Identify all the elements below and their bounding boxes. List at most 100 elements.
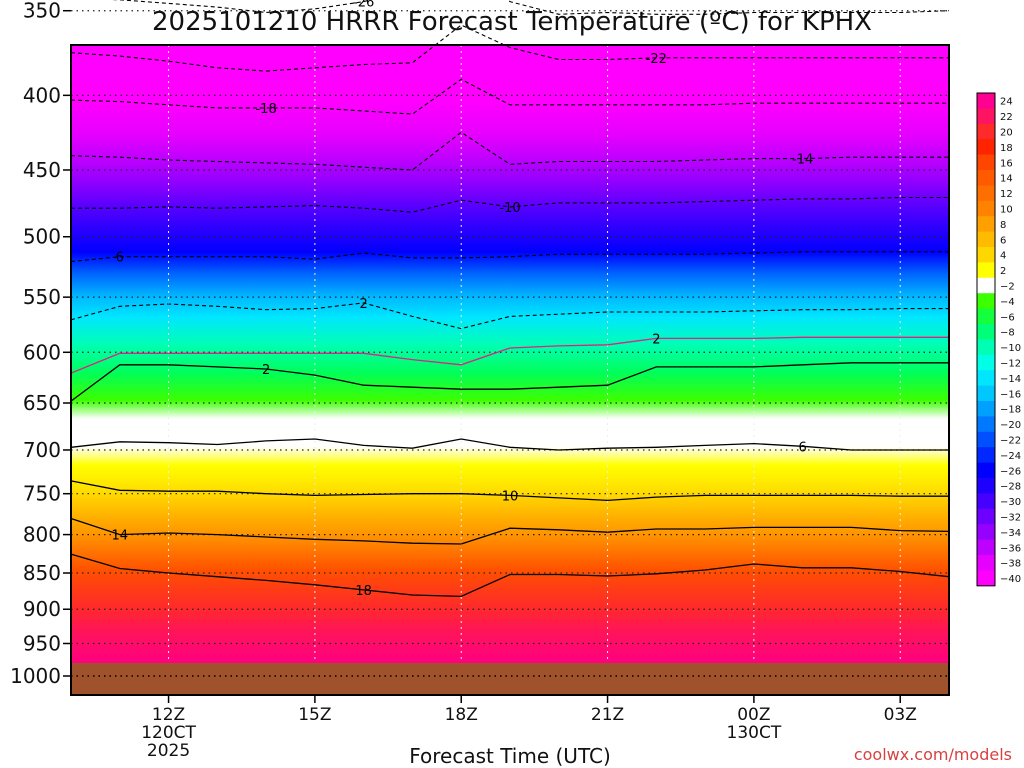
colorbar-swatch: [977, 216, 995, 232]
y-tick-label: 550: [23, 285, 61, 309]
colorbar-swatch: [977, 370, 995, 386]
contour-label: 2: [360, 297, 368, 312]
y-axis: 2503003504004505005506006507007508008509…: [10, 0, 71, 688]
contour-label: -26: [353, 0, 374, 11]
colorbar-swatch: [977, 324, 995, 340]
contour-line: [110, 0, 950, 15]
colorbar-label: −28: [1000, 482, 1021, 493]
temperature-contours: -50-46-42-38-34-30-26-22-18-14-106222610…: [70, 0, 950, 599]
contour-line: [70, 480, 949, 502]
colorbar-label: −2: [1000, 282, 1015, 293]
temperature-field: [71, 45, 949, 663]
colorbar-label: −12: [1000, 359, 1021, 370]
y-tick-label: 500: [23, 225, 61, 249]
x-tick-label: 21Z: [591, 705, 624, 725]
y-tick-label: 350: [23, 0, 61, 23]
contour-label: 6: [799, 440, 807, 455]
x-tick-label: 18Z: [445, 705, 478, 725]
colorbar-label: 24: [1000, 97, 1013, 108]
credit-text: coolwx.com/models: [854, 745, 1012, 764]
colorbar-label: −20: [1000, 420, 1021, 431]
colorbar-swatch: [977, 416, 995, 433]
contour-label: -22: [646, 52, 667, 67]
colorbar-swatch: [977, 185, 995, 202]
contour-line: [71, 196, 949, 213]
y-tick-label: 900: [23, 597, 61, 621]
colorbar-swatch: [977, 308, 995, 325]
colorbar-label: 6: [1000, 235, 1006, 246]
y-tick-label: 700: [23, 438, 61, 462]
y-tick-label: 600: [23, 340, 61, 364]
x-axis-title: Forecast Time (UTC): [409, 744, 611, 768]
contour-label: 10: [502, 489, 519, 504]
colorbar-label: −22: [1000, 436, 1021, 447]
colorbar-label: −32: [1000, 513, 1021, 524]
colorbar-label: 2: [1000, 266, 1006, 277]
colorbar-label: 12: [1000, 189, 1013, 200]
colorbar-label: −24: [1000, 451, 1021, 462]
x-tick-sublabel: 120CT: [141, 723, 196, 743]
colorbar-label: −34: [1000, 528, 1021, 539]
colorbar-swatch: [977, 293, 995, 309]
colorbar-label: −38: [1000, 559, 1021, 570]
colorbar-label: 8: [1000, 220, 1006, 231]
y-tick-label: 400: [23, 83, 61, 107]
colorbar-label: −10: [1000, 343, 1021, 354]
colorbar-label: 22: [1000, 112, 1013, 123]
y-tick-label: 800: [23, 523, 61, 547]
colorbar-swatch: [977, 401, 995, 417]
colorbar-swatch: [977, 262, 995, 279]
contour-line: [70, 24, 949, 72]
contour-label: -10: [499, 201, 520, 216]
contour-label: 6: [116, 251, 124, 266]
colorbar-label: −14: [1000, 374, 1021, 385]
contour-label: 2: [652, 332, 660, 347]
colorbar-label: −18: [1000, 405, 1021, 416]
contour-label: 14: [112, 529, 129, 544]
colorbar-swatch: [977, 431, 995, 448]
colorbar-frame: [976, 92, 996, 587]
colorbar-swatch: [977, 539, 995, 556]
colorbar-label: 14: [1000, 174, 1013, 185]
colorbar-label: −36: [1000, 543, 1021, 554]
colorbar-swatch: [977, 555, 995, 571]
contour-line: [70, 438, 949, 451]
contour-label: 2: [262, 363, 270, 378]
colorbar-swatch: [977, 354, 995, 371]
contour-line: [70, 517, 950, 545]
x-tick-sublabel: 130CT: [727, 723, 782, 743]
colorbar-label: 18: [1000, 143, 1013, 154]
colorbar-swatch: [977, 508, 995, 525]
colorbar-label: 16: [1000, 158, 1013, 169]
contour-label: 18: [355, 584, 372, 599]
y-tick-label: 850: [23, 561, 61, 585]
colorbar-label: −6: [1000, 312, 1015, 323]
colorbar-swatch: [977, 123, 995, 140]
colorbar-label: −16: [1000, 389, 1021, 400]
colorbar-swatch: [977, 339, 995, 356]
colorbar-label: −4: [1000, 297, 1015, 308]
x-tick-label: 03Z: [884, 705, 917, 725]
x-tick-label: 15Z: [298, 705, 331, 725]
colorbar-swatch: [977, 385, 995, 402]
colorbar-swatch: [977, 462, 995, 479]
x-tick-sublabel: 2025: [147, 741, 190, 761]
horizontal-gridlines: [71, 10, 949, 645]
colorbar-swatch: [977, 247, 995, 263]
y-tick-label: 750: [23, 482, 61, 506]
colorbar-swatch: [977, 154, 995, 171]
colorbar-swatch: [977, 478, 995, 494]
colorbar-swatch: [977, 93, 995, 109]
colorbar-label: 10: [1000, 205, 1013, 216]
y-tick-label: 1000: [10, 664, 61, 688]
colorbar-swatch: [977, 524, 995, 540]
colorbar-swatch: [977, 108, 995, 125]
colorbar-label: −8: [1000, 328, 1015, 339]
x-tick-label: 12Z: [152, 705, 185, 725]
colorbar-label: 20: [1000, 128, 1013, 139]
below-ground-area: [71, 663, 949, 695]
colorbar-label: −40: [1000, 574, 1021, 585]
chart-title: 2025101210 HRRR Forecast Temperature (ºC…: [152, 7, 872, 37]
colorbar-label: 4: [1000, 251, 1006, 262]
colorbar: 24 22 20 18 16 14 12 10 8 6 4 2 −2 −4 −6 −8 −10 −12 −14 −16…: [976, 92, 1021, 587]
